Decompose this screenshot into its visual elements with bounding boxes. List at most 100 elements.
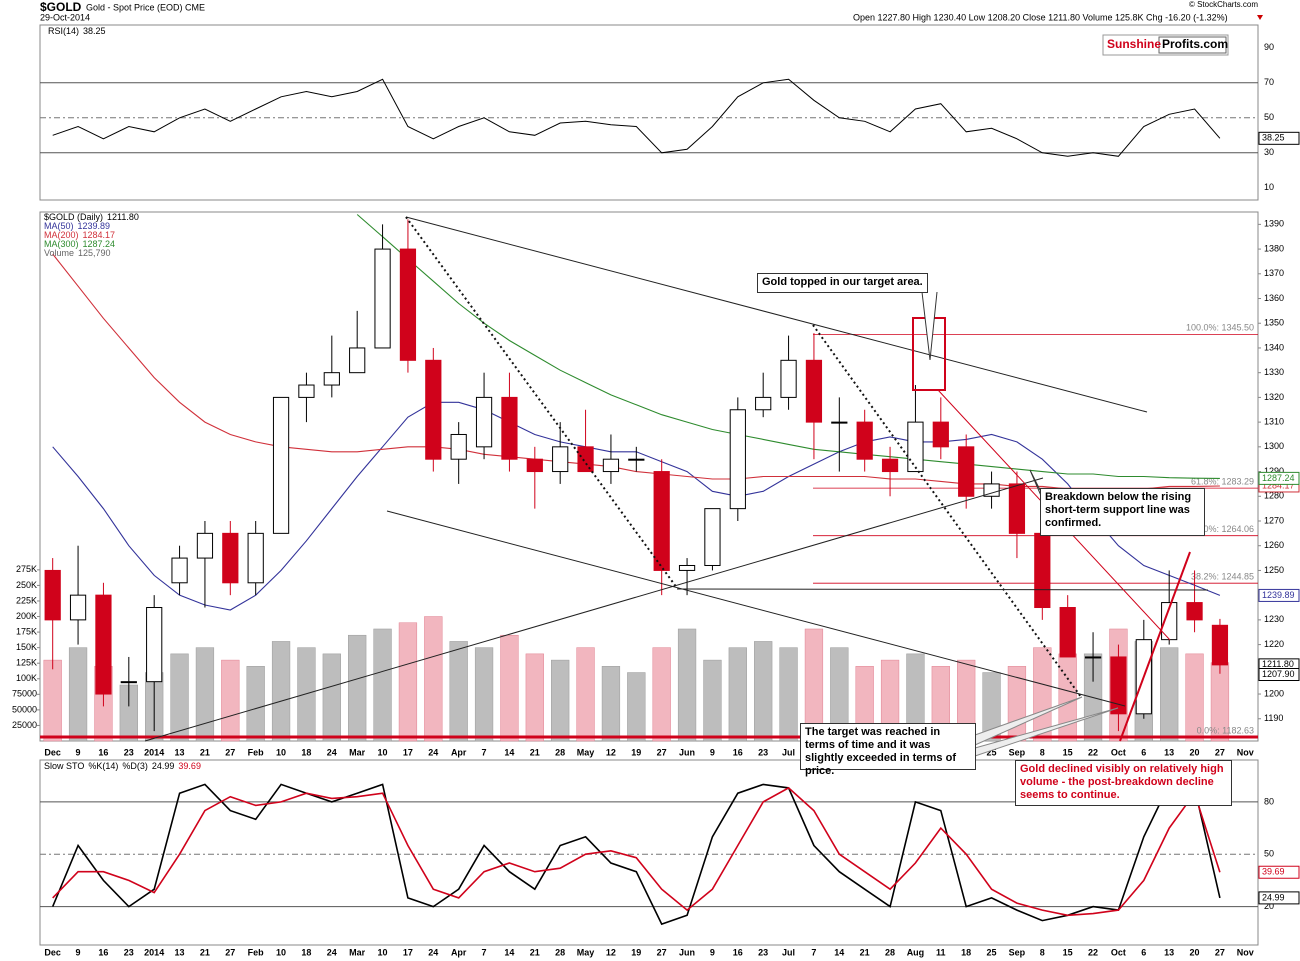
x-tick-label: 21 bbox=[200, 747, 210, 757]
source: © StockCharts.com bbox=[1189, 0, 1258, 9]
x-tick-label: Sep bbox=[1009, 947, 1026, 957]
volume-bar bbox=[449, 641, 468, 742]
x-tick-label: 11 bbox=[936, 947, 946, 957]
volume-bar bbox=[322, 653, 341, 742]
x-tick-label: Jun bbox=[679, 747, 695, 757]
ma-line bbox=[356, 214, 1220, 479]
x-tick-label: 18 bbox=[301, 747, 311, 757]
x-tick-label: 28 bbox=[555, 747, 565, 757]
volume-bar bbox=[221, 659, 240, 742]
x-tick-label: 28 bbox=[885, 947, 895, 957]
volume-bar bbox=[551, 659, 570, 742]
x-tick-label: 21 bbox=[530, 747, 540, 757]
end-label: 1287.24 bbox=[1262, 473, 1295, 483]
x-tick-label: 12 bbox=[606, 747, 616, 757]
x-tick-label: 18 bbox=[961, 947, 971, 957]
end-label: 1284.17 bbox=[1262, 480, 1295, 490]
x-tick-label: 27 bbox=[1215, 947, 1225, 957]
y2-tick-label: 250K bbox=[16, 580, 37, 590]
legend: RSI(14) 38.25 bbox=[48, 26, 106, 36]
series-line bbox=[52, 78, 1221, 157]
y2-tick-label: 25000 bbox=[12, 720, 37, 730]
candle-body bbox=[552, 446, 569, 473]
x-tick-label: 25 bbox=[987, 747, 997, 757]
x-tick-label: 16 bbox=[733, 947, 743, 957]
callout-arrow bbox=[974, 696, 1083, 746]
x-tick-label: 27 bbox=[225, 747, 235, 757]
x-tick-label: 9 bbox=[710, 747, 715, 757]
legend-value: 38.25 bbox=[83, 26, 106, 36]
x-tick-label: 21 bbox=[860, 947, 870, 957]
volume-bar bbox=[297, 647, 316, 742]
x-tick-label: Aug bbox=[907, 947, 925, 957]
x-tick-label: Feb bbox=[248, 747, 265, 757]
trend-line bbox=[812, 324, 1082, 698]
legend-value: 24.99 bbox=[152, 761, 175, 771]
series-line bbox=[52, 786, 1221, 917]
candle-body bbox=[399, 248, 417, 361]
x-tick-label: Mar bbox=[349, 947, 366, 957]
candle-body bbox=[755, 396, 772, 411]
legend-value: 1239.89 bbox=[78, 221, 111, 231]
end-label: 24.99 bbox=[1262, 892, 1285, 902]
logo-red: Sunshine bbox=[1107, 37, 1161, 51]
y-tick-label: 1280 bbox=[1264, 491, 1284, 501]
trend-line bbox=[405, 216, 678, 589]
x-tick-label: Apr bbox=[451, 747, 467, 757]
fib-label: 100.0%: 1345.50 bbox=[1186, 323, 1254, 333]
legend-name: MA(50) bbox=[44, 221, 74, 231]
volume-bar bbox=[754, 641, 773, 742]
y-tick-label: 1300 bbox=[1264, 441, 1284, 451]
candle-body bbox=[983, 483, 1000, 497]
volume-bar bbox=[271, 641, 291, 742]
x-tick-label: 20 bbox=[1190, 747, 1200, 757]
x-tick-label: 24 bbox=[327, 947, 337, 957]
description: Gold - Spot Price (EOD) CME bbox=[86, 2, 205, 12]
volume-bar bbox=[982, 672, 1001, 742]
x-tick-label: 23 bbox=[124, 947, 134, 957]
candle-body bbox=[1059, 607, 1076, 658]
y-tick-label: 1230 bbox=[1264, 614, 1284, 624]
x-tick-label: Jul bbox=[782, 947, 795, 957]
candle-body bbox=[678, 564, 696, 571]
volume-bar bbox=[703, 659, 722, 742]
volume-bar bbox=[43, 659, 62, 742]
x-tick-label: 23 bbox=[758, 947, 768, 957]
x-tick-label: 8 bbox=[1040, 947, 1045, 957]
volume-bar bbox=[652, 647, 671, 742]
fib-label: 0.0%: 1182.63 bbox=[1197, 725, 1254, 735]
x-tick-label: 19 bbox=[631, 947, 641, 957]
down-arrow bbox=[1257, 15, 1263, 20]
volume-bar bbox=[246, 666, 265, 742]
end-label: 1211.80 bbox=[1262, 659, 1294, 669]
x-tick-label: 13 bbox=[175, 947, 185, 957]
candle-body bbox=[729, 409, 746, 510]
x-tick-label: 16 bbox=[98, 747, 108, 757]
volume-bar bbox=[68, 647, 88, 742]
candle-body bbox=[146, 607, 163, 683]
end-label-box bbox=[1258, 131, 1300, 145]
y2-tick-label: 100K bbox=[16, 673, 37, 683]
legend-value: 125,790 bbox=[78, 248, 111, 258]
volume-bar bbox=[576, 647, 595, 742]
y-tick-label: 1250 bbox=[1264, 565, 1284, 575]
volume-bar bbox=[627, 672, 646, 742]
x-tick-label: Dec bbox=[44, 747, 61, 757]
annotation: Breakdown below the rising short-term su… bbox=[1040, 488, 1205, 536]
volume-bar bbox=[500, 634, 519, 742]
x-tick-label: Oct bbox=[1111, 947, 1126, 957]
y-tick-label: 10 bbox=[1264, 182, 1274, 192]
x-tick-label: May bbox=[577, 747, 595, 757]
candle-body bbox=[831, 421, 848, 424]
fib-label: 38.2%: 1244.85 bbox=[1191, 572, 1254, 582]
y-tick-label: 1380 bbox=[1264, 243, 1284, 253]
end-label: 1239.89 bbox=[1262, 590, 1295, 600]
x-tick-label: 16 bbox=[98, 947, 108, 957]
end-label-box bbox=[1258, 668, 1300, 682]
x-tick-label: 27 bbox=[225, 947, 235, 957]
x-tick-label: 17 bbox=[403, 947, 413, 957]
x-tick-label: 10 bbox=[276, 947, 286, 957]
candle-body bbox=[349, 347, 366, 374]
